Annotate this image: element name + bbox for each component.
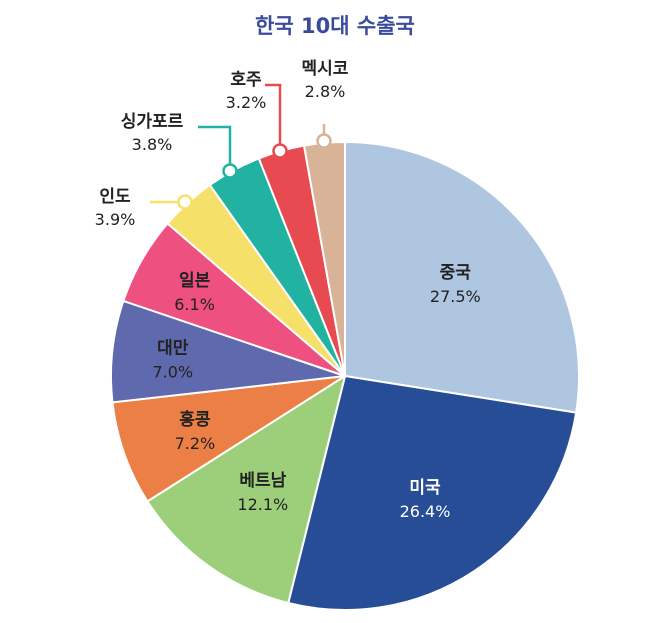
slice-value-label: 2.8%	[305, 82, 346, 101]
slice-value-label: 7.0%	[152, 363, 193, 382]
pie-slice	[146, 373, 347, 605]
leader-line	[198, 125, 232, 171]
slice-value-label: 3.8%	[132, 135, 173, 154]
pie-slice	[287, 374, 578, 611]
leader-dot	[316, 133, 332, 149]
pie-slice	[110, 299, 346, 404]
slice-name-label: 베트남	[239, 471, 286, 491]
pie-slices	[110, 140, 580, 611]
pie-slice	[344, 140, 580, 414]
leader-dot	[272, 143, 288, 159]
slice-value-label: 12.1%	[237, 495, 288, 514]
pie-slice	[111, 375, 346, 503]
slice-value-label: 6.1%	[174, 295, 215, 314]
slice-name-label: 미국	[409, 478, 441, 498]
slice-value-label: 3.9%	[95, 210, 136, 229]
leader-dot	[177, 194, 193, 210]
slice-value-label: 27.5%	[430, 287, 481, 306]
leader-line	[265, 83, 282, 151]
slice-value-label: 26.4%	[400, 502, 451, 521]
slice-name-label: 홍콩	[179, 409, 211, 430]
chart-title: 한국 10대 수출국	[255, 14, 415, 38]
slice-name-label: 호주	[230, 70, 262, 90]
slice-name-label: 중국	[440, 263, 472, 283]
slice-name-label: 일본	[179, 271, 211, 291]
pie-labels: 중국 27.5% 미국 26.4% 베트남 12.1% 홍콩 7.2% 대만 7.0% 일본 6.1%…	[95, 59, 481, 521]
slice-name-label: 싱가포르	[121, 112, 184, 132]
slice-name-label: 멕시코	[302, 59, 349, 79]
slice-name-label: 인도	[99, 187, 131, 207]
slice-value-label: 3.2%	[226, 93, 267, 112]
slice-name-label: 대만	[157, 339, 189, 359]
leader-dot	[222, 163, 238, 179]
slice-value-label: 7.2%	[175, 434, 216, 453]
